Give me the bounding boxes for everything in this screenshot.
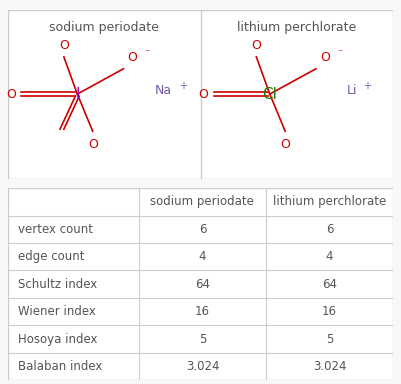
Text: ⁻: ⁻ <box>337 49 342 59</box>
Text: O: O <box>59 39 69 52</box>
Text: Li: Li <box>347 84 357 97</box>
Text: I: I <box>75 86 79 102</box>
Text: O: O <box>198 88 208 101</box>
Text: +: + <box>363 81 371 91</box>
Text: Wiener index: Wiener index <box>18 305 95 318</box>
Text: 4: 4 <box>326 250 333 263</box>
Text: 6: 6 <box>326 223 333 236</box>
Text: ⁻: ⁻ <box>145 49 150 59</box>
Text: Hosoya index: Hosoya index <box>18 333 97 346</box>
Text: 5: 5 <box>326 333 333 346</box>
Text: O: O <box>128 51 137 64</box>
Text: O: O <box>6 88 16 101</box>
Text: O: O <box>251 39 261 52</box>
Text: 16: 16 <box>322 305 337 318</box>
Text: 5: 5 <box>199 333 206 346</box>
Text: Schultz index: Schultz index <box>18 278 97 291</box>
Text: lithium perchlorate: lithium perchlorate <box>273 195 386 209</box>
Text: Balaban index: Balaban index <box>18 360 102 373</box>
Text: 3.024: 3.024 <box>186 360 219 373</box>
Text: vertex count: vertex count <box>18 223 93 236</box>
Text: O: O <box>280 138 290 151</box>
Text: 4: 4 <box>198 250 206 263</box>
Text: edge count: edge count <box>18 250 84 263</box>
Text: Cl: Cl <box>262 86 277 102</box>
Text: O: O <box>320 51 330 64</box>
Text: 3.024: 3.024 <box>313 360 346 373</box>
Text: 6: 6 <box>198 223 206 236</box>
Text: +: + <box>179 81 187 91</box>
Text: sodium periodate: sodium periodate <box>150 195 254 209</box>
Text: 64: 64 <box>195 278 210 291</box>
Text: sodium periodate: sodium periodate <box>49 22 159 35</box>
Text: 64: 64 <box>322 278 337 291</box>
Text: O: O <box>88 138 98 151</box>
Text: lithium perchlorate: lithium perchlorate <box>237 22 356 35</box>
Text: Na: Na <box>154 84 172 97</box>
Text: 16: 16 <box>195 305 210 318</box>
